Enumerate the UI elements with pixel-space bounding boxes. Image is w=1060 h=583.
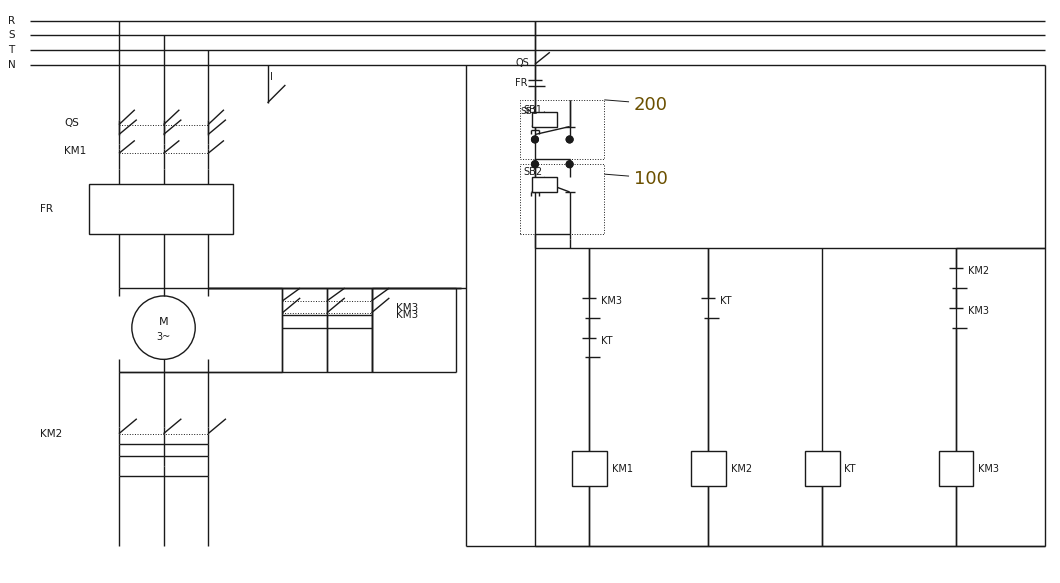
Text: SB1: SB1 [520, 107, 537, 116]
Text: KM1: KM1 [612, 464, 633, 474]
Bar [520, 164, 604, 234]
Bar [805, 451, 840, 486]
Bar [691, 451, 726, 486]
Text: N: N [8, 60, 16, 70]
Text: R: R [8, 16, 15, 26]
Circle shape [566, 136, 573, 143]
Bar [532, 112, 556, 127]
Text: S: S [8, 30, 15, 40]
Circle shape [531, 161, 538, 168]
Text: 100: 100 [634, 170, 668, 188]
Text: KT: KT [845, 464, 856, 474]
Text: KM3: KM3 [968, 306, 989, 316]
Text: KM3: KM3 [601, 296, 622, 306]
Bar [532, 177, 556, 192]
Text: SB1: SB1 [523, 105, 542, 115]
Text: KM3: KM3 [396, 310, 419, 320]
Bar [89, 184, 233, 234]
Text: T: T [8, 45, 14, 55]
Bar [572, 451, 606, 486]
Text: I: I [270, 72, 273, 82]
Text: SB2: SB2 [523, 167, 543, 177]
Text: KT: KT [720, 296, 731, 306]
Text: 200: 200 [634, 96, 668, 114]
Circle shape [531, 136, 538, 143]
Text: KM2: KM2 [968, 266, 989, 276]
Text: KM1: KM1 [65, 146, 87, 156]
Text: QS: QS [515, 58, 529, 68]
Text: KM3: KM3 [978, 464, 1000, 474]
Circle shape [566, 161, 573, 168]
Text: M: M [159, 317, 169, 326]
Text: 3~: 3~ [157, 332, 171, 342]
Bar [938, 451, 973, 486]
Text: FR: FR [515, 78, 528, 88]
Bar [520, 100, 604, 159]
Text: KM2: KM2 [39, 429, 61, 438]
Text: KM2: KM2 [730, 464, 752, 474]
Text: QS: QS [65, 118, 80, 128]
Text: KM3: KM3 [396, 303, 419, 313]
Text: KT: KT [601, 336, 613, 346]
Text: FR: FR [39, 204, 53, 214]
